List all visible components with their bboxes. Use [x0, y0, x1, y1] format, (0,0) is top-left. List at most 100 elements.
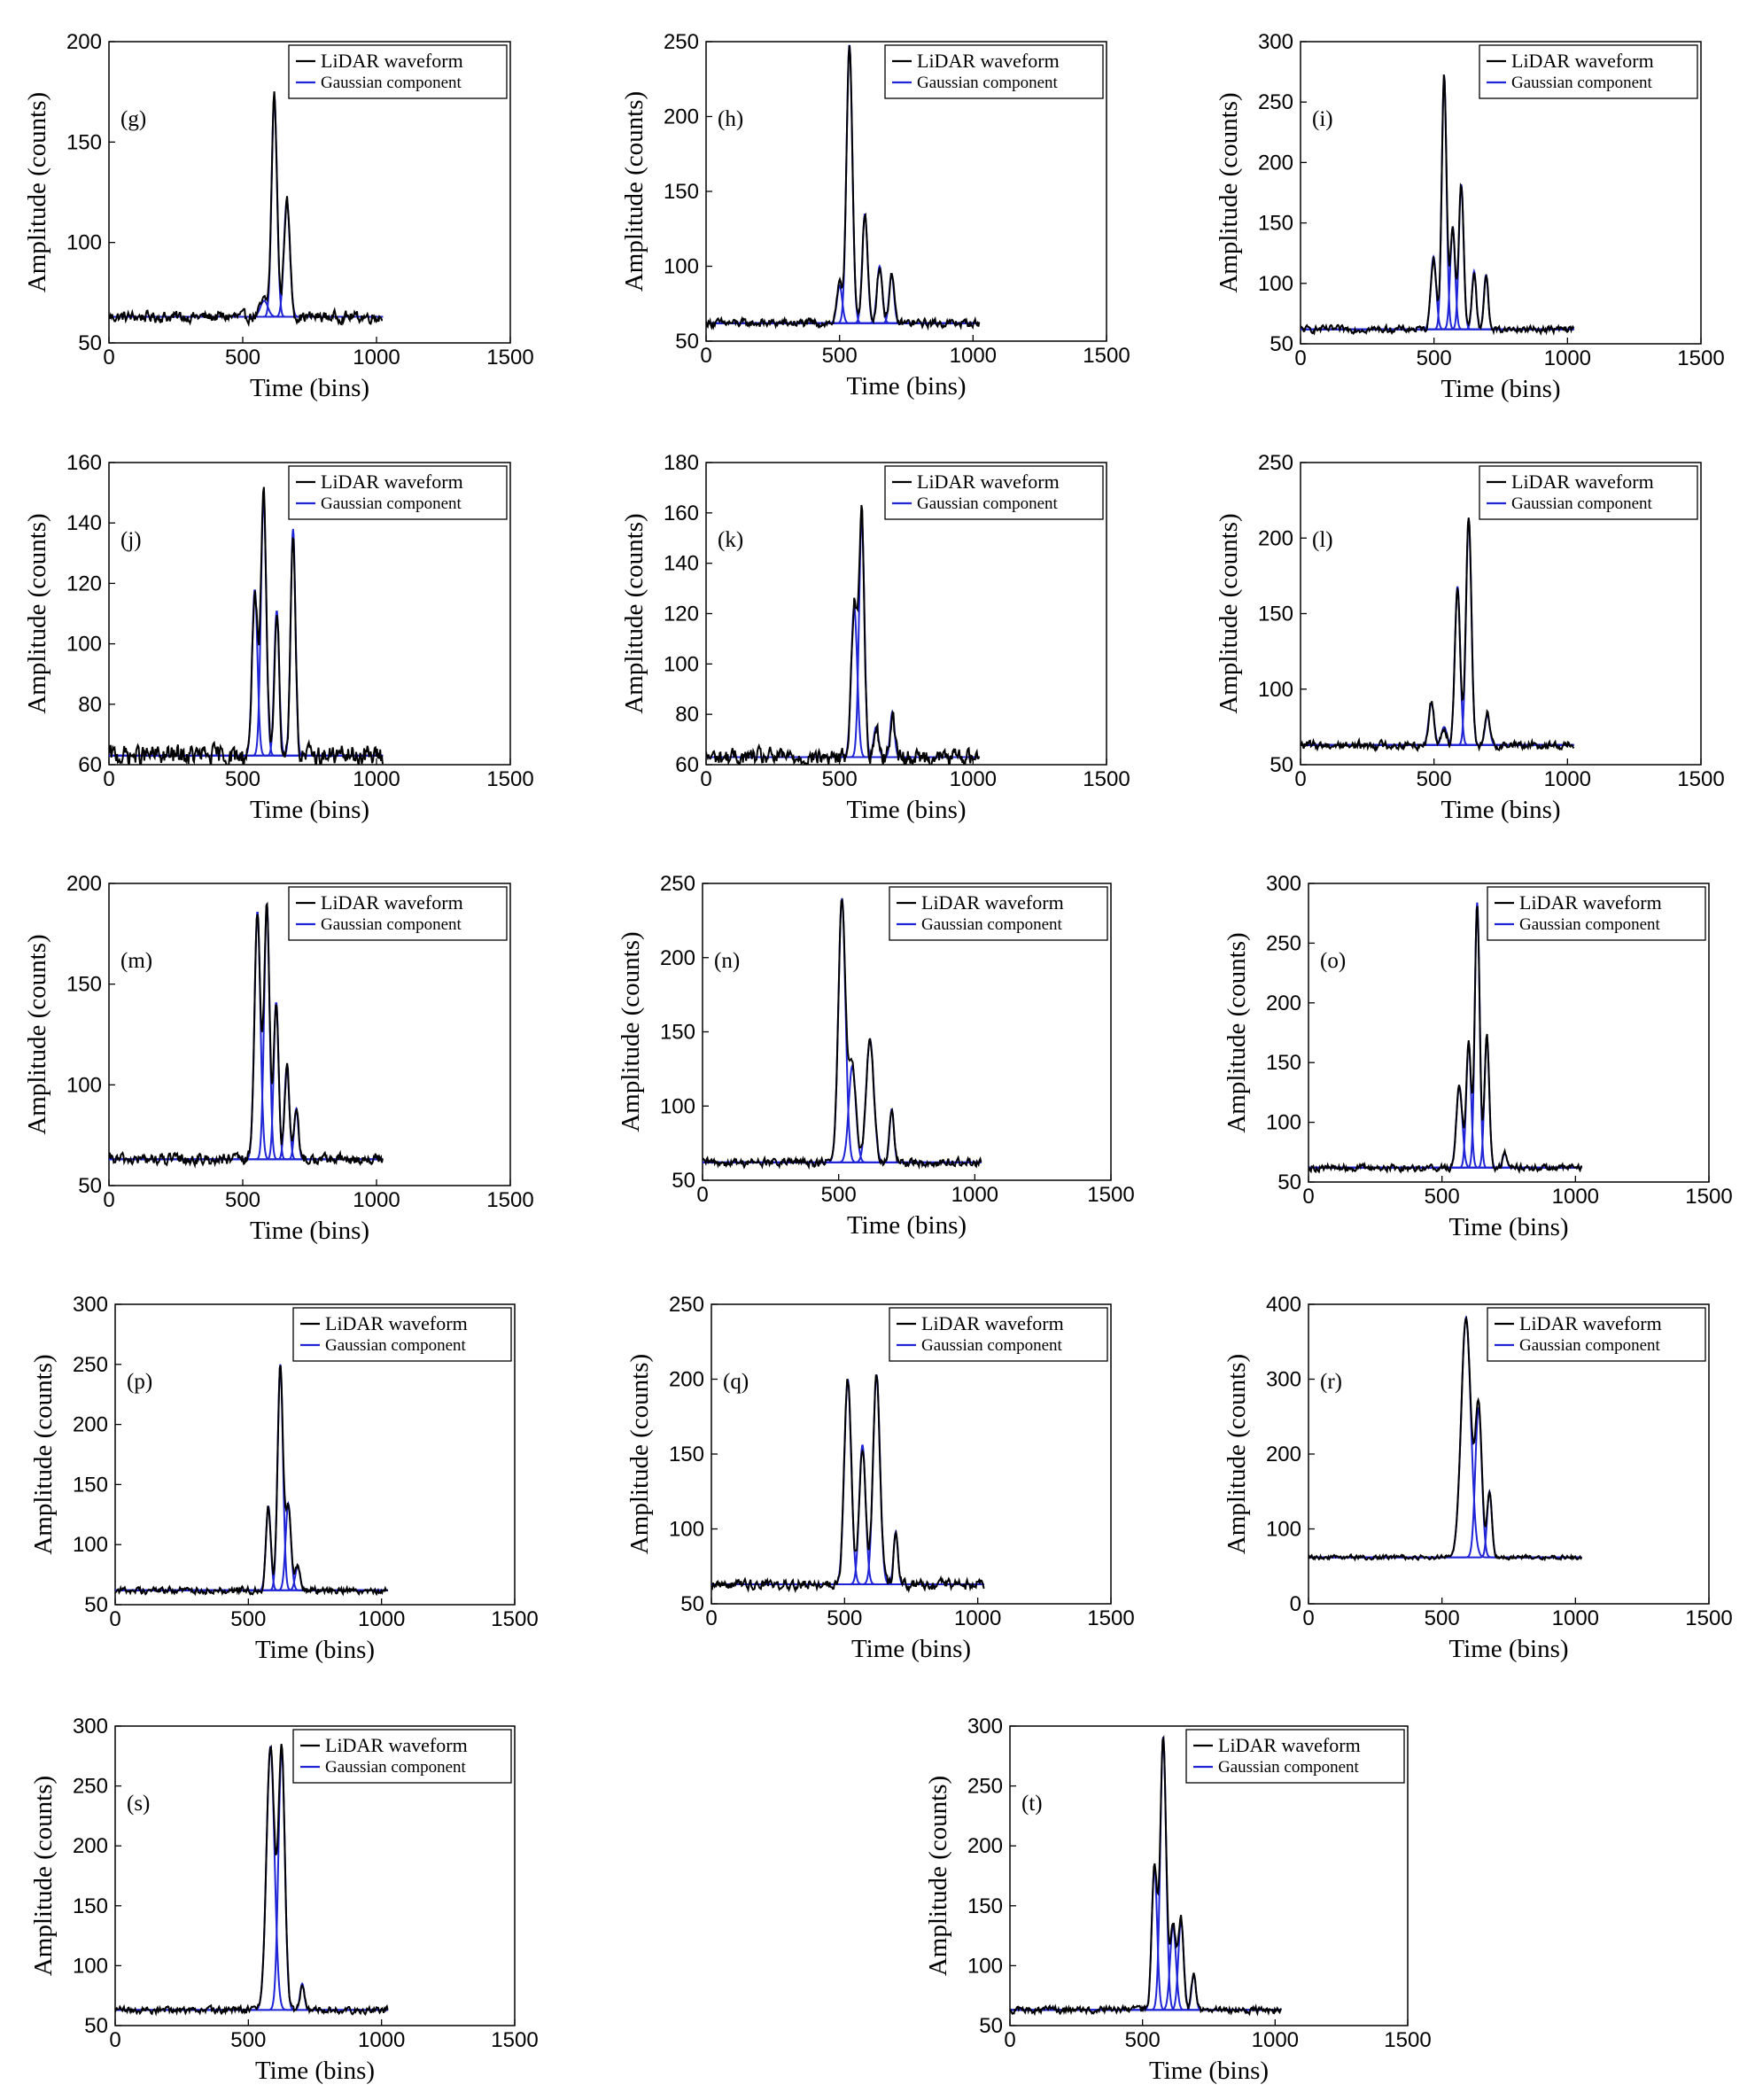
panel-j: 0 500 1000 1500 60 80 100 120 140 160 Time (bins) A… — [23, 451, 534, 824]
y-tick-label: 150 — [73, 1894, 108, 1918]
y-tick-label: 50 — [1277, 1171, 1301, 1194]
x-tick-label: 1000 — [950, 767, 997, 791]
x-tick-label: 0 — [109, 2028, 120, 2052]
x-tick-label: 1500 — [1677, 346, 1724, 370]
x-tick-label: 1000 — [353, 767, 400, 791]
y-tick-label: 100 — [660, 1094, 695, 1118]
x-tick-label: 1500 — [1685, 1185, 1732, 1209]
gaussian-component-series — [109, 611, 384, 757]
legend-label-gaussian: Gaussian component — [325, 1336, 467, 1355]
legend-box — [288, 886, 508, 941]
gaussian-component-series — [115, 1500, 388, 1591]
y-tick-label: 150 — [967, 1894, 1003, 1918]
panel-label: (t) — [1021, 1792, 1043, 1816]
legend-label-waveform: LiDAR waveform — [921, 1312, 1064, 1334]
legend-box — [288, 44, 508, 99]
legend-label-waveform: LiDAR waveform — [321, 891, 463, 914]
x-tick-label: 1500 — [1677, 767, 1724, 791]
y-tick-label: 250 — [967, 1775, 1003, 1799]
lidar-waveform-series — [1308, 906, 1583, 1175]
gaussian-component-series — [1010, 1925, 1282, 2011]
legend-label-waveform: LiDAR waveform — [1511, 50, 1654, 72]
y-tick-label: 400 — [1266, 1293, 1301, 1317]
legend-label-gaussian: Gaussian component — [917, 494, 1059, 513]
y-tick-label: 100 — [66, 231, 102, 255]
gaussian-component-series — [1308, 1036, 1582, 1169]
x-tick-label: 0 — [109, 1607, 120, 1631]
legend-box — [288, 465, 508, 520]
y-axis-title: Amplitude (counts) — [1215, 92, 1243, 292]
x-tick-label: 1500 — [491, 1607, 538, 1631]
x-tick-label: 1000 — [950, 344, 997, 368]
y-tick-label: 140 — [664, 552, 699, 576]
gaussian-component-series — [1010, 1973, 1282, 2011]
y-tick-label: 100 — [669, 1518, 704, 1542]
gaussian-component-series — [1308, 902, 1582, 1169]
x-axis-title: Time (bins) — [1448, 1213, 1568, 1241]
plot-frame — [114, 1303, 516, 1606]
y-tick-label: 50 — [1270, 753, 1293, 777]
gaussian-component-series — [711, 1379, 984, 1585]
gaussian-component-series — [703, 1063, 982, 1163]
y-tick-label: 200 — [1258, 151, 1293, 175]
x-tick-label: 1000 — [1252, 2028, 1299, 2052]
gaussian-component-series — [1010, 1866, 1282, 2011]
panel-m: 0 500 1000 1500 50 100 150 200 Time (bins) Amplit… — [23, 872, 534, 1245]
y-tick-label: 160 — [66, 451, 102, 475]
x-tick-label: 1000 — [353, 346, 400, 369]
x-tick-label: 1500 — [486, 346, 533, 369]
y-tick-label: 100 — [1266, 1518, 1301, 1542]
y-tick-label: 50 — [84, 1593, 108, 1617]
legend-label-waveform: LiDAR waveform — [325, 1734, 468, 1756]
y-tick-label: 150 — [66, 130, 102, 154]
legend-label-waveform: LiDAR waveform — [325, 1312, 468, 1334]
x-axis-title: Time (bins) — [846, 372, 966, 401]
legend-label-gaussian: Gaussian component — [921, 915, 1063, 934]
legend-box — [889, 1307, 1108, 1362]
lidar-waveform-series — [1010, 1734, 1283, 2017]
gaussian-component-series — [711, 1528, 984, 1585]
x-tick-label: 500 — [225, 767, 260, 791]
x-tick-label: 0 — [1302, 1185, 1314, 1209]
gaussian-component-series — [109, 199, 384, 318]
y-tick-label: 50 — [78, 1174, 102, 1198]
y-tick-label: 250 — [660, 872, 695, 896]
y-tick-label: 0 — [1290, 1592, 1301, 1616]
x-tick-label: 500 — [827, 1606, 862, 1630]
x-tick-label: 1500 — [1083, 344, 1130, 368]
y-tick-label: 250 — [1258, 90, 1293, 114]
lidar-waveform-series — [109, 901, 384, 1169]
panel-t: 0 500 1000 1500 50 100 150 200 250 300 Time (bins)… — [924, 1715, 1432, 2085]
y-axis-title: Amplitude (counts) — [1215, 513, 1243, 713]
panel-o: 0 500 1000 1500 50 100 150 200 250 300 Time (bins)… — [1223, 872, 1733, 1241]
legend-label-gaussian: Gaussian component — [321, 494, 462, 513]
x-tick-label: 1000 — [1552, 1185, 1599, 1209]
x-tick-label: 500 — [822, 767, 858, 791]
legend-box — [1479, 465, 1698, 520]
legend-label-waveform: LiDAR waveform — [921, 891, 1064, 914]
lidar-waveform-series — [115, 1365, 388, 1597]
legend-box — [889, 886, 1108, 941]
y-tick-label: 140 — [66, 511, 102, 535]
gaussian-component-series — [703, 1108, 982, 1163]
legend-label-waveform: LiDAR waveform — [1519, 1312, 1662, 1334]
y-tick-label: 150 — [73, 1473, 108, 1497]
y-tick-label: 100 — [66, 633, 102, 657]
y-tick-label: 300 — [1266, 1368, 1301, 1392]
x-tick-label: 1500 — [1685, 1606, 1732, 1630]
x-tick-label: 500 — [1125, 2028, 1161, 2052]
x-tick-label: 500 — [1417, 767, 1452, 791]
x-tick-label: 500 — [1425, 1606, 1460, 1630]
panel-label: (k) — [718, 528, 743, 552]
panel-label: (i) — [1312, 107, 1333, 131]
y-axis-title: Amplitude (counts) — [924, 1776, 952, 1976]
lidar-waveform-series — [706, 504, 981, 765]
y-axis-title: Amplitude (counts) — [29, 1776, 58, 1976]
gaussian-component-series — [1301, 701, 1574, 746]
legend-box — [1487, 886, 1706, 941]
x-tick-label: 0 — [103, 1188, 114, 1212]
legend-label-waveform: LiDAR waveform — [1218, 1734, 1361, 1756]
legend-label-gaussian: Gaussian component — [325, 1758, 467, 1777]
y-tick-label: 200 — [1266, 992, 1301, 1015]
